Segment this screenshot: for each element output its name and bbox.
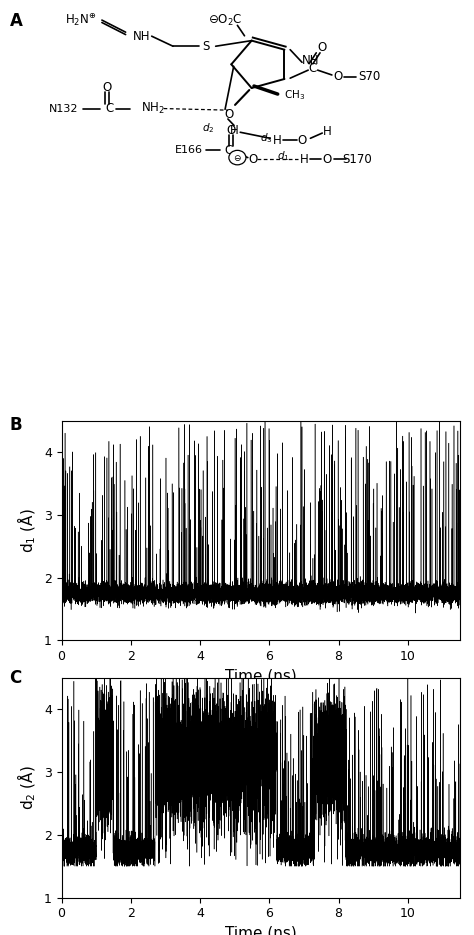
Text: C: C (309, 63, 317, 76)
Y-axis label: d$_2$ (Å): d$_2$ (Å) (16, 765, 38, 811)
Text: S70: S70 (359, 70, 381, 83)
Text: $\ominus$O$_2$C: $\ominus$O$_2$C (209, 13, 243, 28)
Text: H: H (273, 134, 282, 147)
Text: H: H (230, 123, 239, 137)
Text: E166: E166 (174, 145, 202, 155)
Text: S: S (202, 39, 210, 52)
Text: O: O (224, 108, 234, 121)
Text: O: O (102, 81, 112, 94)
Text: NH: NH (302, 54, 319, 66)
Text: O: O (248, 152, 257, 165)
Text: C: C (105, 102, 113, 115)
Text: O: O (318, 41, 327, 54)
Text: O: O (323, 152, 332, 165)
Text: O: O (226, 123, 236, 137)
Text: d$_3$: d$_3$ (260, 132, 273, 145)
Text: d$_2$: d$_2$ (202, 122, 215, 136)
Text: S170: S170 (342, 152, 372, 165)
Text: O: O (297, 134, 307, 147)
X-axis label: Time (ns): Time (ns) (225, 926, 297, 935)
Y-axis label: d$_1$ (Å): d$_1$ (Å) (16, 508, 38, 554)
Text: H: H (323, 125, 331, 138)
Text: C: C (9, 669, 22, 686)
Text: B: B (9, 416, 22, 434)
Text: H$_2$N$^{\oplus}$: H$_2$N$^{\oplus}$ (65, 12, 96, 28)
Text: A: A (9, 12, 22, 30)
Text: d$_1$: d$_1$ (277, 149, 290, 163)
Text: CH$_3$: CH$_3$ (284, 89, 305, 102)
Text: NH: NH (133, 30, 150, 43)
Text: $\ominus$: $\ominus$ (233, 152, 242, 163)
Text: O: O (333, 70, 342, 83)
Text: H: H (301, 152, 309, 165)
Circle shape (229, 151, 246, 165)
X-axis label: Time (ns): Time (ns) (225, 669, 297, 683)
Text: C: C (225, 144, 233, 157)
Text: N132: N132 (49, 104, 79, 113)
Text: NH$_2$: NH$_2$ (141, 101, 164, 116)
